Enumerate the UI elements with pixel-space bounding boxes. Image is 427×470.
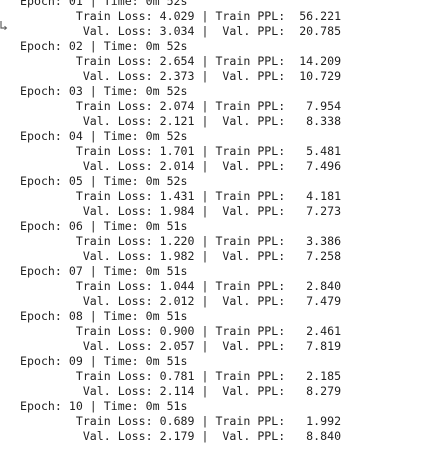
val-metrics-line: Val. Loss: 2.121 | Val. PPL: 8.338 xyxy=(20,114,342,128)
epoch-header: Epoch: 04 | Time: 0m 52s xyxy=(20,129,188,143)
epoch-header: Epoch: 02 | Time: 0m 52s xyxy=(20,39,188,53)
train-metrics-line: Train Loss: 0.781 | Train PPL: 2.185 xyxy=(20,369,342,383)
epoch-header: Epoch: 09 | Time: 0m 51s xyxy=(20,354,188,368)
val-metrics-line: Val. Loss: 2.057 | Val. PPL: 7.819 xyxy=(20,339,342,353)
train-metrics-line: Train Loss: 1.701 | Train PPL: 5.481 xyxy=(20,144,342,158)
epoch-header: Epoch: 06 | Time: 0m 51s xyxy=(20,219,188,233)
train-metrics-line: Train Loss: 0.689 | Train PPL: 1.992 xyxy=(20,414,342,428)
train-metrics-line: Train Loss: 1.220 | Train PPL: 3.386 xyxy=(20,234,342,248)
epoch-header: Epoch: 05 | Time: 0m 52s xyxy=(20,174,188,188)
val-metrics-line: Val. Loss: 2.012 | Val. PPL: 7.479 xyxy=(20,294,342,308)
val-metrics-line: Val. Loss: 1.982 | Val. PPL: 7.258 xyxy=(20,249,342,263)
val-metrics-line: Val. Loss: 1.984 | Val. PPL: 7.273 xyxy=(20,204,342,218)
train-metrics-line: Train Loss: 2.074 | Train PPL: 7.954 xyxy=(20,99,342,113)
val-metrics-line: Val. Loss: 2.014 | Val. PPL: 7.496 xyxy=(20,159,342,173)
epoch-header: Epoch: 10 | Time: 0m 51s xyxy=(20,399,188,413)
train-metrics-line: Train Loss: 2.654 | Train PPL: 14.209 xyxy=(20,54,342,68)
val-metrics-line: Val. Loss: 2.373 | Val. PPL: 10.729 xyxy=(20,69,342,83)
epoch-header: Epoch: 08 | Time: 0m 51s xyxy=(20,309,188,323)
val-metrics-line: Val. Loss: 3.034 | Val. PPL: 20.785 xyxy=(20,24,342,38)
epoch-header: Epoch: 03 | Time: 0m 52s xyxy=(20,84,188,98)
epoch-header: Epoch: 07 | Time: 0m 51s xyxy=(20,264,188,278)
output-collapse-arrow-icon[interactable] xyxy=(0,15,8,31)
train-metrics-line: Train Loss: 1.044 | Train PPL: 2.840 xyxy=(20,279,342,293)
val-metrics-line: Val. Loss: 2.114 | Val. PPL: 8.279 xyxy=(20,384,342,398)
cell-output: Epoch: 01 | Time: 0m 52s Train Loss: 4.0… xyxy=(20,0,341,444)
train-metrics-line: Train Loss: 1.431 | Train PPL: 4.181 xyxy=(20,189,342,203)
epoch-header: Epoch: 01 | Time: 0m 52s xyxy=(20,0,188,8)
train-metrics-line: Train Loss: 4.029 | Train PPL: 56.221 xyxy=(20,9,342,23)
val-metrics-line: Val. Loss: 2.179 | Val. PPL: 8.840 xyxy=(20,429,342,443)
train-metrics-line: Train Loss: 0.900 | Train PPL: 2.461 xyxy=(20,324,342,338)
